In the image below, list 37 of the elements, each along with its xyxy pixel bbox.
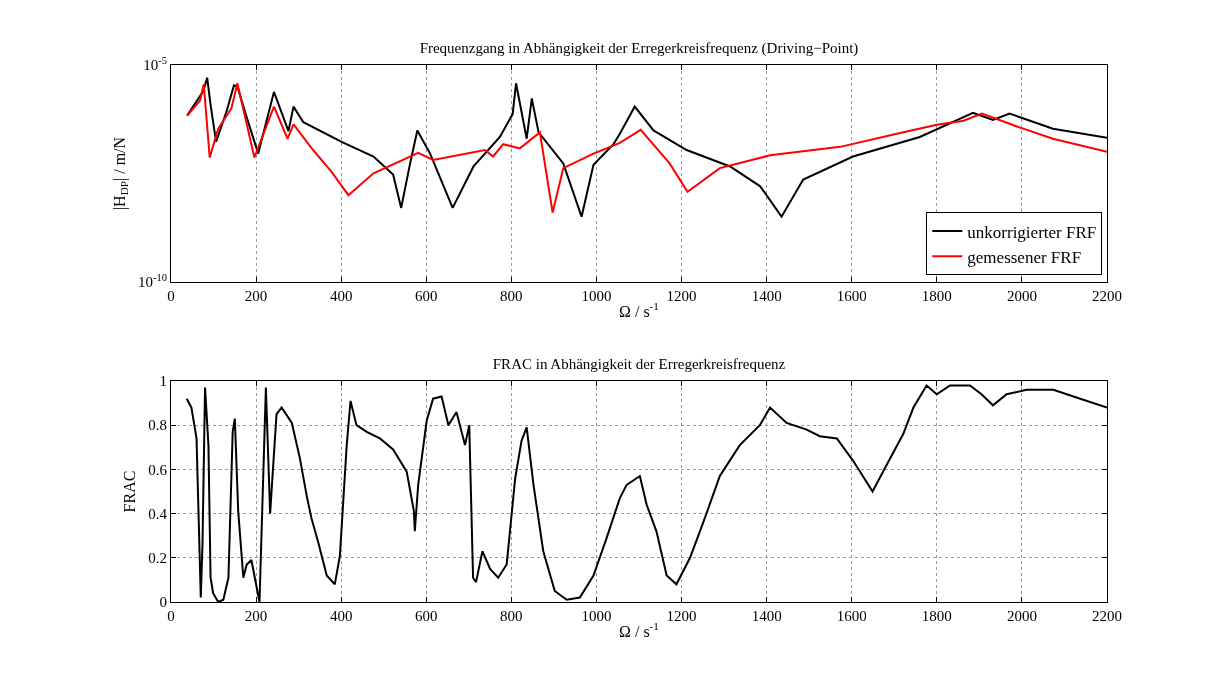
x-tick-label: 400: [329, 288, 353, 304]
x-tick-label: 1800: [921, 608, 952, 624]
x-tick-label: 1400: [751, 608, 782, 624]
chart-title: Frequenzgang in Abhängigkeit der Erregerkreisfrequenz (Driving−Point): [419, 40, 859, 57]
y-axis-title: FRAC: [121, 470, 139, 513]
x-tick-label: 1600: [836, 288, 867, 304]
y-tick-label: 10$^{-5}$: [143, 54, 167, 74]
x-axis-title: Ω / s$^{-1}$: [619, 299, 659, 320]
x-tick-label: 2000: [1006, 288, 1037, 304]
legend-label: unkorrigierter FRF: [967, 222, 1097, 242]
x-tick-label: 600: [415, 608, 438, 624]
x-tick-label: 1200: [666, 288, 697, 304]
y-tick-label: 0.2: [148, 550, 167, 567]
x-tick-label: 1000: [581, 608, 612, 624]
legend-label: gemessener FRF: [967, 247, 1082, 267]
x-tick-label: 1600: [836, 608, 867, 624]
y-tick-label: 0.6: [148, 461, 168, 478]
y-tick-label: 1: [159, 373, 167, 390]
x-tick-label: 1000: [581, 288, 612, 304]
x-axis-title: Ω / s$^{-1}$: [619, 619, 659, 640]
y-tick-label: 0.4: [148, 505, 168, 522]
x-tick-label: 2000: [1006, 608, 1037, 624]
x-tick-label: 1200: [666, 608, 697, 624]
y-tick-label: 0.8: [148, 417, 167, 434]
x-tick-label: 1400: [751, 288, 782, 304]
chart-title: FRAC in Abhängigkeit der Erregerkreisfrequenz: [492, 356, 786, 372]
x-tick-label: 800: [500, 288, 523, 304]
y-tick-label: 10$^{-10}$: [138, 271, 167, 291]
x-tick-label: 600: [415, 288, 438, 304]
y-tick-label: 0: [159, 594, 167, 611]
x-tick-label: 800: [500, 608, 523, 624]
x-tick-label: 2200: [1092, 608, 1122, 624]
x-tick-label: 200: [244, 608, 268, 624]
x-tick-label: 400: [329, 608, 353, 624]
x-tick-label: 200: [244, 288, 268, 304]
x-tick-label: 2200: [1092, 288, 1122, 304]
x-tick-label: 1800: [921, 288, 952, 304]
